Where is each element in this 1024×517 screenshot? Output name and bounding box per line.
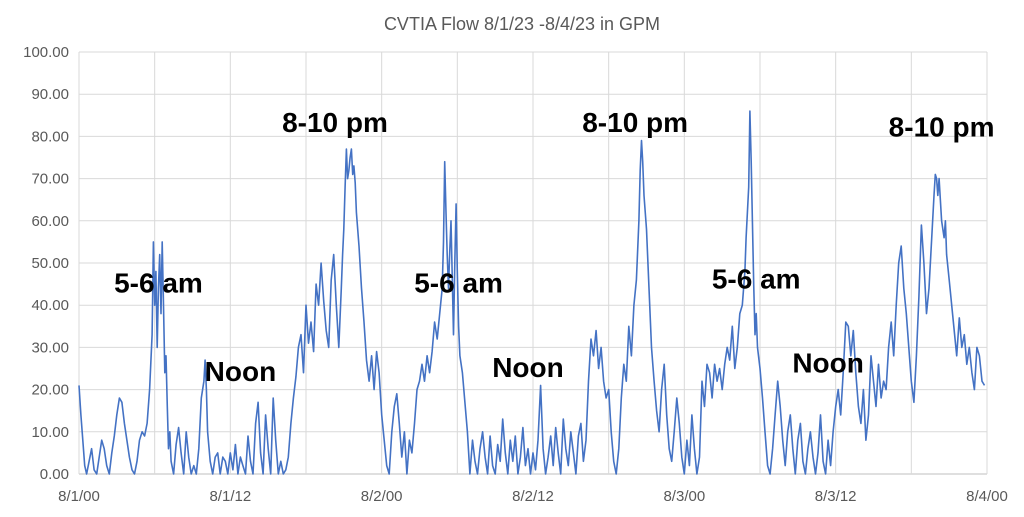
annotation-label: 5-6 am — [712, 263, 801, 294]
y-tick-label: 0.00 — [40, 466, 69, 483]
y-tick-label: 100.00 — [23, 44, 69, 61]
annotation-label: Noon — [792, 348, 864, 379]
y-tick-label: 80.00 — [31, 128, 69, 145]
y-tick-label: 50.00 — [31, 255, 69, 272]
x-tick-label: 8/2/12 — [512, 488, 554, 505]
x-tick-label: 8/4/00 — [966, 488, 1008, 505]
y-tick-label: 40.00 — [31, 297, 69, 314]
y-tick-label: 60.00 — [31, 213, 69, 230]
grid-lines — [78, 51, 988, 475]
y-tick-label: 70.00 — [31, 171, 69, 188]
series-line-flow — [78, 110, 986, 475]
annotation-label: 8-10 pm — [282, 107, 388, 138]
x-tick-label: 8/3/00 — [663, 488, 705, 505]
axes: 0.00 10.00 20.00 30.00 40.00 50.00 60.00 70.00 8… — [23, 44, 1008, 505]
series-layer — [78, 110, 986, 475]
annotation-label: Noon — [205, 356, 277, 387]
chart-title: CVTIA Flow 8/1/23 -8/4/23 in GPM — [384, 14, 660, 34]
annotation-label: 5-6 am — [414, 268, 503, 299]
y-tick-label: 20.00 — [31, 382, 69, 399]
annotation-label: 8-10 pm — [889, 111, 995, 142]
y-tick-label: 30.00 — [31, 339, 69, 356]
x-tick-label: 8/1/12 — [209, 488, 251, 505]
x-tick-label: 8/2/00 — [361, 488, 403, 505]
y-tick-label: 10.00 — [31, 424, 69, 441]
y-tick-label: 90.00 — [31, 86, 69, 103]
annotation-label: Noon — [492, 352, 564, 383]
annotation-label: 5-6 am — [114, 268, 203, 299]
annotations: 5-6 am Noon 8-10 pm 5-6 am Noon 8-10 pm 5-6 am… — [114, 107, 994, 387]
annotation-label: 8-10 pm — [582, 107, 688, 138]
x-tick-label: 8/1/00 — [58, 488, 100, 505]
x-tick-label: 8/3/12 — [815, 488, 857, 505]
